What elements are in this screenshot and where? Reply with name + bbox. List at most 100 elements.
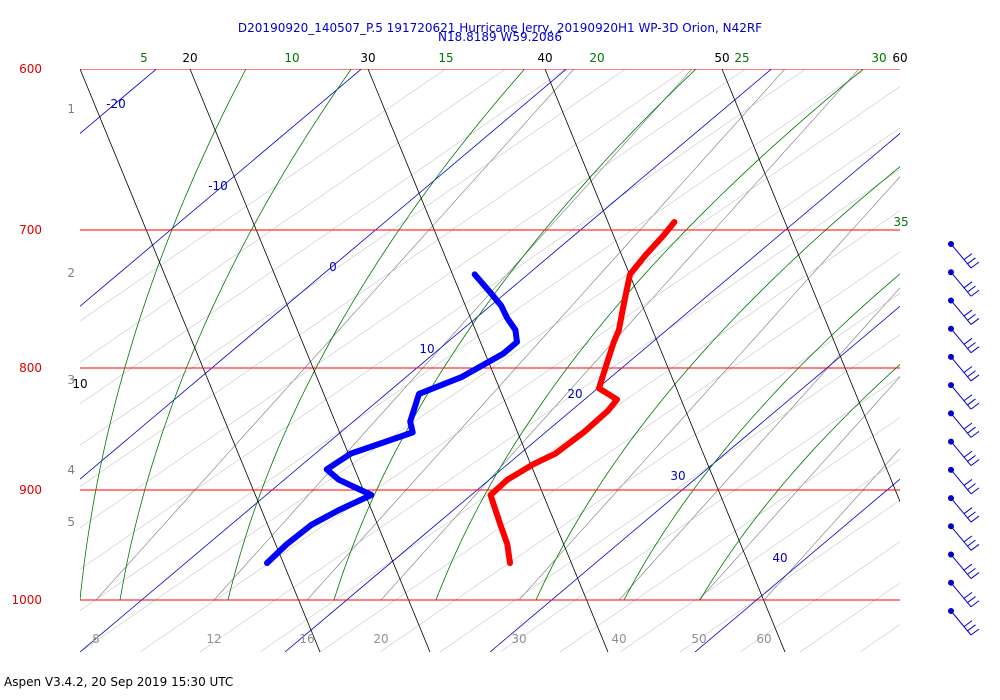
mixing-ratio-line <box>618 287 900 601</box>
pressure-tick-label: 700 <box>19 223 42 237</box>
pressure-tick-label: 800 <box>19 361 42 375</box>
moist-adiabat-label: 5 <box>140 51 148 65</box>
altitude-tick-label: 4 <box>67 463 75 477</box>
moist-adiabat-line <box>435 69 864 601</box>
dry-adiabat-label: -10 <box>208 179 228 193</box>
isotherm-label: 10 <box>72 377 87 391</box>
dry-adiabat-line <box>80 69 158 134</box>
dry-adiabat-line <box>694 478 900 652</box>
isotherm-label: 20 <box>182 51 197 65</box>
isotherm-line <box>721 69 900 503</box>
moist-adiabat-label: 30 <box>871 51 886 65</box>
mixing-ratio-label: 30 <box>511 632 526 646</box>
isotherm-label: 60 <box>892 51 907 65</box>
wind-barb <box>948 297 980 325</box>
mixing-ratio-line <box>199 168 900 652</box>
isotherm-label: 30 <box>360 51 375 65</box>
moist-adiabat-label: 20 <box>589 51 604 65</box>
dry-adiabat-line <box>284 132 900 652</box>
mixing-ratio-label: 60 <box>756 632 771 646</box>
moist-adiabat-line <box>227 69 526 601</box>
mixing-ratio-label: 40 <box>611 632 626 646</box>
wind-barb <box>948 438 980 467</box>
altitude-tick-label: 3 <box>67 373 75 387</box>
mixing-ratio-line <box>679 499 900 652</box>
mixing-ratio-line <box>799 582 900 652</box>
dry-adiabat-label: -20 <box>106 97 126 111</box>
wind-barb <box>948 466 980 495</box>
dry-adiabat-label: 10 <box>419 342 434 356</box>
mixing-ratio-line <box>518 176 900 601</box>
chart-location: N18.8189 W59.2086 <box>438 30 562 44</box>
isotherm-line <box>189 69 431 652</box>
isotherm-line <box>899 69 900 71</box>
moist-adiabat-line <box>80 69 247 601</box>
mixing-ratio-line <box>379 293 900 652</box>
altitude-tick-label: 2 <box>67 266 75 280</box>
mixing-ratio-line <box>80 86 900 652</box>
mixing-ratio-line <box>559 417 900 652</box>
plot-area <box>0 0 900 652</box>
moist-adiabat-line <box>119 69 352 601</box>
moist-adiabat-line <box>699 363 900 601</box>
mixing-ratio-line <box>439 334 900 652</box>
mixing-ratio-line <box>80 69 626 446</box>
mixing-ratio-line <box>80 69 686 487</box>
mixing-ratio-line <box>80 69 746 529</box>
moist-adiabat-label: 25 <box>734 51 749 65</box>
mixing-ratio-line <box>80 69 866 611</box>
mixing-ratio-line <box>739 541 900 652</box>
dry-adiabat-label: 40 <box>772 551 787 565</box>
wind-barb <box>948 608 980 636</box>
moist-adiabat-label: 10 <box>284 51 299 65</box>
mixing-ratio-line <box>139 127 900 652</box>
moist-adiabat-label: 35 <box>893 215 908 229</box>
isotherm-line <box>544 69 786 652</box>
mixing-ratio-label: 12 <box>206 632 221 646</box>
mixing-ratio-label: 50 <box>691 632 706 646</box>
altitude-tick-label: 5 <box>67 515 75 529</box>
dry-adiabat-line <box>0 0 70 652</box>
wind-barb <box>948 410 980 438</box>
mixing-ratio-line <box>859 624 900 652</box>
wind-barb <box>948 495 980 523</box>
moist-adiabat-label: 15 <box>438 51 453 65</box>
dry-adiabat-line <box>80 69 568 480</box>
mixing-ratio-line <box>80 69 566 405</box>
mixing-ratio-line <box>80 69 506 363</box>
wind-barb <box>948 551 980 579</box>
mixing-ratio-line <box>213 69 693 601</box>
pressure-tick-label: 1000 <box>11 593 42 607</box>
mixing-ratio-label: 16 <box>299 632 314 646</box>
pressure-tick-label: 900 <box>19 483 42 497</box>
moist-adiabat-line <box>333 69 697 601</box>
dry-adiabat-label: 0 <box>329 260 337 274</box>
dry-adiabat-line <box>80 69 363 307</box>
mixing-ratio-line <box>698 376 900 601</box>
mixing-ratio-label: 20 <box>373 632 388 646</box>
dewpoint-profile <box>264 271 520 567</box>
mixing-ratio-line <box>319 251 900 652</box>
temperature-profile <box>487 219 678 567</box>
mixing-ratio-line <box>259 210 900 652</box>
dry-adiabat-line <box>80 69 773 652</box>
version-footer: Aspen V3.4.2, 20 Sep 2019 15:30 UTC <box>4 675 234 689</box>
mixing-ratio-line <box>80 69 806 570</box>
isotherm-label: 50 <box>714 51 729 65</box>
moist-adiabat-line <box>623 273 900 601</box>
wind-barb <box>948 241 980 269</box>
mixing-ratio-line <box>763 448 900 601</box>
wind-barb <box>948 579 980 608</box>
wind-barb <box>948 523 980 551</box>
isotherm-line <box>80 69 321 652</box>
moist-adiabat-line <box>535 166 900 601</box>
mixing-ratio-line <box>306 69 786 601</box>
isotherm-label: 40 <box>537 51 552 65</box>
wind-barb <box>948 382 980 410</box>
mixing-ratio-line <box>619 458 900 652</box>
wind-barb <box>948 269 980 297</box>
dry-adiabat-label: 20 <box>567 387 582 401</box>
pressure-tick-label: 600 <box>19 62 42 76</box>
dry-adiabat-label: 30 <box>670 469 685 483</box>
